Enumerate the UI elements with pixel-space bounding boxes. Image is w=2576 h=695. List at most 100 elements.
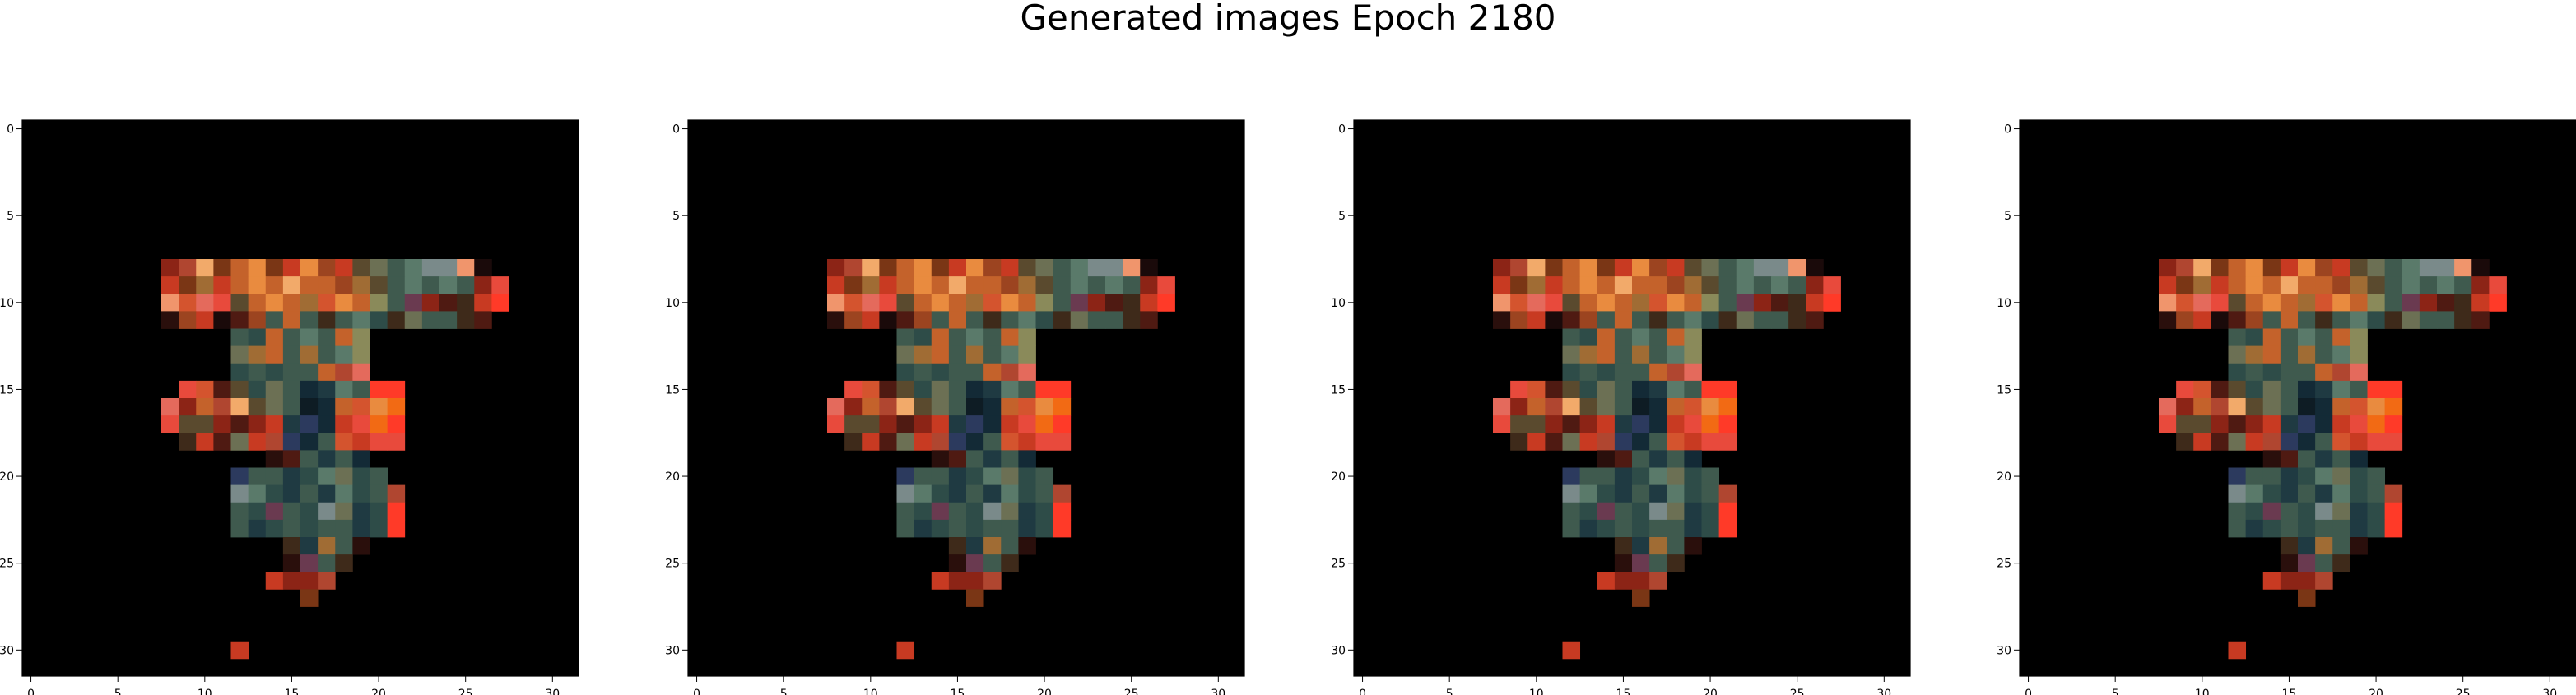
pixel — [2298, 276, 2316, 294]
pixel — [352, 484, 370, 503]
pixel — [2350, 537, 2368, 555]
pixel — [1667, 276, 1685, 294]
pixel — [948, 433, 967, 451]
y-tick-label: 20 — [665, 470, 680, 484]
x-tick-label: 20 — [1037, 688, 1052, 695]
pixel — [2402, 259, 2420, 277]
pixel — [2262, 467, 2281, 486]
pixel — [896, 467, 915, 486]
pixel — [179, 415, 197, 433]
pixel — [230, 276, 249, 294]
pixel — [2159, 415, 2177, 433]
pixel — [2367, 398, 2386, 416]
pixel — [2454, 276, 2472, 294]
pixel — [2384, 519, 2403, 538]
pixel — [1140, 294, 1158, 312]
pixel — [2280, 484, 2299, 503]
pixel — [1545, 311, 1563, 329]
pixel — [421, 311, 440, 329]
pixel — [1667, 415, 1685, 433]
pixel — [1753, 276, 1772, 294]
pixel — [1614, 311, 1633, 329]
pixel — [983, 433, 1002, 451]
pixel — [879, 380, 897, 399]
pixel — [1736, 311, 1755, 329]
pixel — [1667, 398, 1685, 416]
pixel — [931, 572, 950, 590]
pixel — [2262, 276, 2281, 294]
pixel — [370, 294, 388, 312]
pixel — [2367, 467, 2386, 486]
pixel — [1632, 467, 1650, 486]
pixel — [2262, 450, 2281, 468]
pixel — [1070, 259, 1089, 277]
pixel — [1035, 294, 1054, 312]
pixel — [2280, 537, 2299, 555]
pixel — [1527, 433, 1546, 451]
pixel — [1123, 259, 1141, 277]
pixel — [931, 519, 950, 538]
pixel — [1001, 294, 1019, 312]
pixel — [2298, 294, 2316, 312]
pixel — [948, 415, 967, 433]
pixel — [248, 433, 267, 451]
pixel — [387, 484, 406, 503]
x-tick-label: 10 — [863, 688, 878, 695]
pixel — [2280, 311, 2299, 329]
pixel — [2228, 484, 2247, 503]
pixel — [966, 484, 984, 503]
pixel — [1684, 276, 1702, 294]
pixel — [2332, 467, 2350, 486]
pixel — [2489, 294, 2507, 312]
pixel — [318, 328, 336, 347]
pixel — [282, 259, 301, 277]
pixel — [179, 259, 197, 277]
x-tick-label: 0 — [1359, 688, 1366, 695]
pixel — [335, 415, 353, 433]
pixel — [282, 537, 301, 555]
pixel — [1018, 450, 1036, 468]
pixel — [1667, 537, 1685, 555]
pixel — [966, 415, 984, 433]
pixel — [2245, 311, 2264, 329]
pixel — [1597, 572, 1616, 590]
pixel — [230, 398, 249, 416]
pixel — [2315, 467, 2333, 486]
pixel — [1753, 311, 1772, 329]
pixel — [966, 311, 984, 329]
x-tick-label: 10 — [1529, 688, 1544, 695]
pixel — [1105, 294, 1123, 312]
pixel — [2315, 450, 2333, 468]
pixel — [2262, 345, 2281, 364]
pixel — [1718, 415, 1737, 433]
pixel — [370, 484, 388, 503]
pixel — [1018, 259, 1036, 277]
pixel — [2211, 311, 2229, 329]
pixel — [2419, 259, 2438, 277]
pixel — [1701, 433, 1720, 451]
pixel — [318, 398, 336, 416]
pixel — [300, 450, 319, 468]
pixel — [2298, 398, 2316, 416]
pixel — [370, 415, 388, 433]
pixel — [370, 519, 388, 538]
x-tick-label: 5 — [2112, 688, 2119, 695]
pixel — [914, 294, 932, 312]
pixel — [931, 484, 950, 503]
y-tick-label: 20 — [1997, 470, 2011, 484]
pixel — [948, 276, 967, 294]
pixel — [282, 415, 301, 433]
pixel — [161, 259, 179, 277]
pixel — [265, 572, 284, 590]
pixel — [2211, 259, 2229, 277]
pixel — [1018, 311, 1036, 329]
pixel — [1649, 572, 1667, 590]
pixel — [2332, 554, 2350, 572]
pixel — [1001, 380, 1019, 399]
pixel — [1614, 572, 1633, 590]
pixel — [2315, 484, 2333, 503]
pixel — [1614, 467, 1633, 486]
pixel — [230, 484, 249, 503]
pixel — [862, 398, 880, 416]
